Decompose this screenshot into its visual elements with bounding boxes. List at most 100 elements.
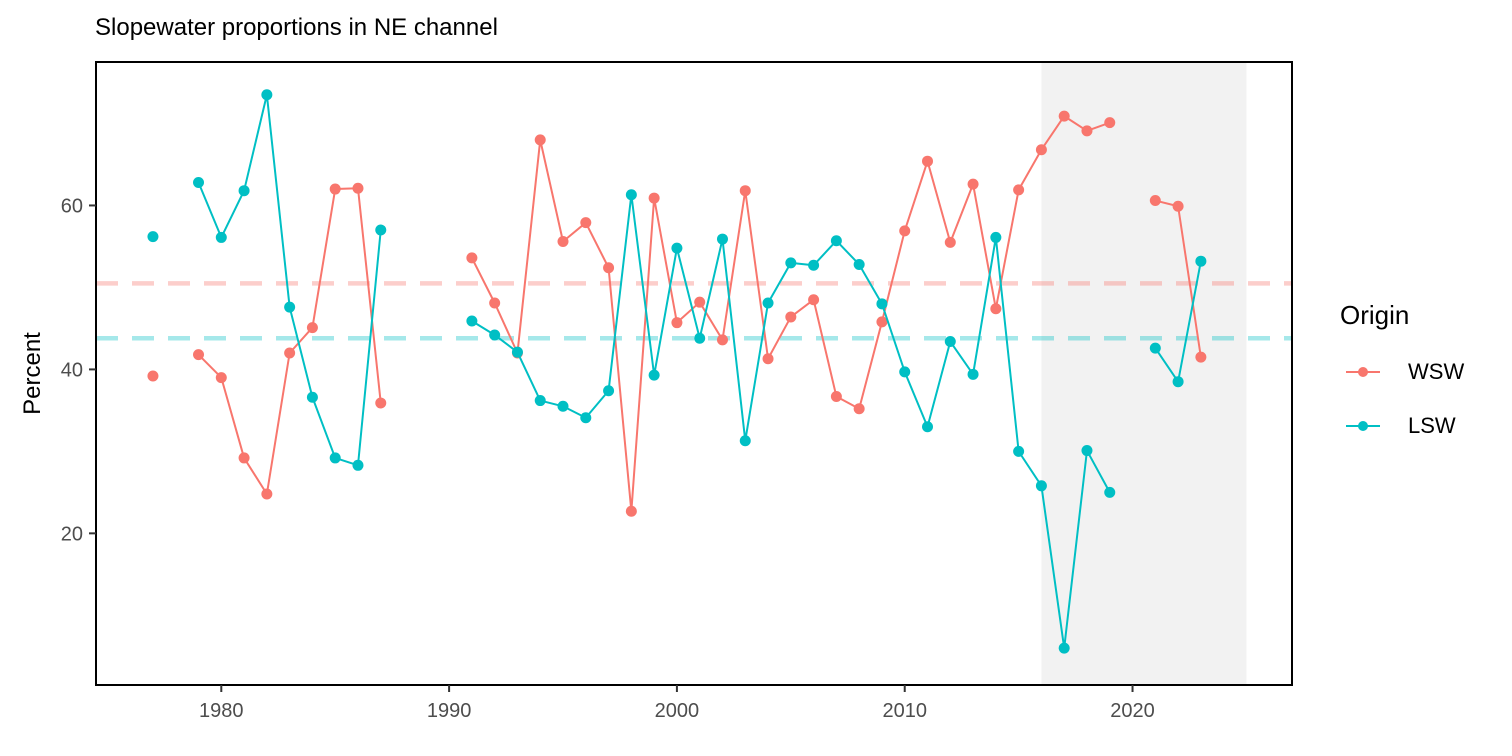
y-tick-label: 60 [61, 195, 83, 217]
data-point-lsw [762, 297, 774, 309]
legend-item-wsw: WSW [1340, 345, 1464, 399]
y-axis-label: Percent [19, 332, 46, 415]
data-point-lsw [375, 224, 387, 236]
data-point-lsw [1149, 342, 1161, 354]
data-point-lsw [238, 185, 250, 197]
data-point-lsw [1058, 642, 1070, 654]
y-tick-label: 40 [61, 359, 83, 381]
data-point-wsw [990, 303, 1002, 315]
data-point-wsw [830, 390, 842, 402]
data-point-wsw [808, 294, 820, 306]
legend-key-wsw [1340, 362, 1386, 382]
data-point-lsw [967, 368, 979, 380]
data-point-wsw [1172, 200, 1184, 212]
panel-border [95, 61, 1293, 686]
data-point-lsw [1081, 445, 1093, 457]
x-tick-label: 2000 [655, 700, 700, 722]
data-point-wsw [922, 155, 934, 167]
data-point-lsw [716, 233, 728, 245]
data-point-wsw [944, 236, 956, 248]
data-point-lsw [694, 332, 706, 344]
data-point-wsw [557, 236, 569, 248]
data-point-lsw [329, 452, 341, 464]
data-point-wsw [1058, 110, 1070, 122]
data-point-wsw [261, 488, 273, 500]
data-point-wsw [1149, 195, 1161, 207]
data-point-lsw [215, 231, 227, 243]
data-point-lsw [489, 329, 501, 341]
data-point-lsw [603, 385, 615, 397]
data-point-wsw [466, 252, 478, 264]
shaded-region [1041, 62, 1247, 685]
data-point-lsw [990, 231, 1002, 243]
data-point-wsw [1081, 125, 1093, 137]
data-point-wsw [238, 452, 250, 464]
data-point-lsw [261, 89, 273, 101]
x-tick-label: 2010 [882, 700, 927, 722]
data-point-wsw [876, 316, 888, 328]
data-point-wsw [785, 311, 797, 323]
legend-key-lsw [1340, 416, 1386, 436]
data-point-lsw [534, 395, 546, 407]
data-point-wsw [967, 178, 979, 190]
data-point-lsw [625, 189, 637, 201]
data-point-wsw [489, 297, 501, 309]
data-point-lsw [876, 298, 888, 310]
data-point-wsw [899, 225, 911, 237]
data-point-lsw [466, 315, 478, 327]
x-tick-label: 1980 [199, 700, 244, 722]
x-tick-label: 1990 [427, 700, 472, 722]
data-point-wsw [625, 505, 637, 517]
data-point-wsw [1195, 351, 1207, 363]
data-point-wsw [739, 185, 751, 197]
data-point-wsw [193, 349, 205, 361]
legend-title: Origin [1340, 300, 1410, 330]
data-point-lsw [306, 391, 318, 403]
data-point-lsw [284, 301, 296, 313]
data-point-wsw [762, 353, 774, 365]
legend-dot-lsw [1358, 421, 1368, 431]
data-point-lsw [944, 336, 956, 348]
data-point-wsw [534, 134, 546, 146]
data-point-lsw [922, 421, 934, 433]
data-point-lsw [1104, 486, 1116, 498]
data-point-wsw [716, 334, 728, 346]
data-point-wsw [1104, 117, 1116, 129]
data-point-wsw [580, 217, 592, 229]
legend-dot-wsw [1358, 367, 1368, 377]
data-point-wsw [694, 296, 706, 308]
data-point-lsw [853, 258, 865, 270]
series-line-wsw [197, 187, 382, 496]
data-point-lsw [147, 231, 159, 243]
legend: Origin WSW LSW [1340, 300, 1464, 453]
data-point-lsw [1172, 376, 1184, 388]
data-point-lsw [830, 235, 842, 247]
data-point-lsw [580, 412, 592, 424]
data-point-wsw [147, 370, 159, 382]
data-point-wsw [329, 183, 341, 195]
data-point-lsw [785, 257, 797, 269]
data-point-lsw [1195, 255, 1207, 267]
data-point-wsw [1035, 144, 1047, 156]
legend-label-wsw: WSW [1408, 359, 1465, 384]
data-point-lsw [739, 435, 751, 447]
data-point-lsw [671, 242, 683, 254]
series-line-lsw [197, 93, 382, 467]
data-point-wsw [648, 192, 660, 204]
data-point-lsw [352, 459, 364, 471]
data-point-lsw [193, 177, 205, 189]
data-point-wsw [671, 317, 683, 329]
data-point-wsw [284, 347, 296, 359]
data-point-wsw [1013, 184, 1025, 196]
data-point-lsw [648, 369, 660, 381]
data-point-lsw [1035, 480, 1047, 492]
data-point-lsw [1013, 445, 1025, 457]
x-tick-label: 2020 [1110, 700, 1155, 722]
data-point-wsw [375, 397, 387, 409]
chart-title: Slopewater proportions in NE channel [95, 14, 498, 41]
data-point-lsw [899, 366, 911, 378]
data-point-wsw [306, 322, 318, 334]
data-point-lsw [808, 259, 820, 271]
